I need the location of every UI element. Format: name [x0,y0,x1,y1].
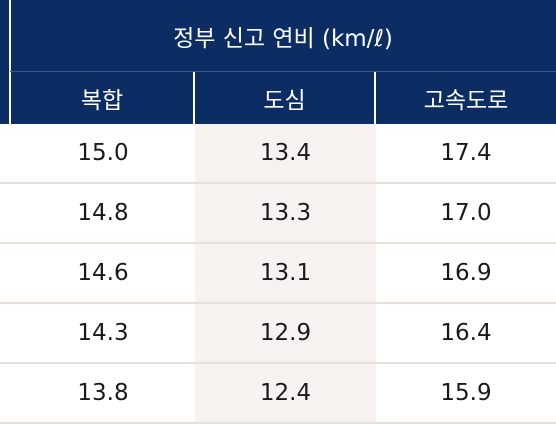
row-stub [0,244,11,304]
header-divider [9,0,11,124]
column-header: 고속도로 [376,72,556,124]
header-divider [10,71,556,72]
table-cell: 13.8 [11,364,195,424]
table-cell: 14.3 [11,304,195,364]
row-stub [0,364,11,424]
table-cell: 15.0 [11,124,195,184]
table-cell: 17.4 [376,124,556,184]
table-cell: 16.4 [376,304,556,364]
table-cell: 12.9 [195,304,376,364]
column-divider [374,72,376,124]
column-header: 복합 [11,72,193,124]
table-cell: 13.1 [195,244,376,304]
table-cell: 13.4 [195,124,376,184]
table-cell: 13.3 [195,184,376,244]
column-divider [193,72,195,124]
table-cell: 17.0 [376,184,556,244]
header-stub [0,72,9,124]
row-stub [0,184,11,244]
table-cell: 15.9 [376,364,556,424]
table-title: 정부 신고 연비 (km/ℓ) [10,0,556,72]
table-cell: 14.6 [11,244,195,304]
table-cell: 12.4 [195,364,376,424]
row-stub [0,124,11,184]
column-header: 도심 [195,72,374,124]
table-cell: 14.8 [11,184,195,244]
table-cell: 16.9 [376,244,556,304]
row-stub [0,304,11,364]
